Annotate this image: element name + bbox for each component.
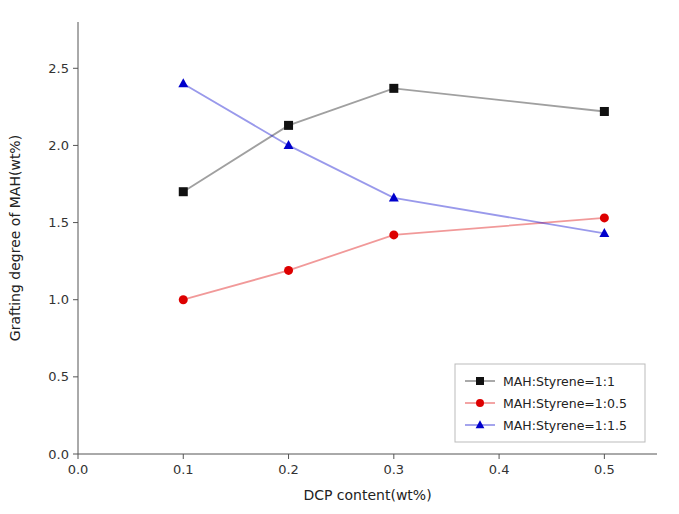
data-point — [600, 107, 609, 116]
data-point — [389, 84, 398, 93]
x-tick — [78, 454, 79, 459]
y-tick — [73, 145, 78, 146]
data-point — [284, 140, 294, 149]
x-axis-line — [78, 454, 657, 455]
legend-marker — [476, 377, 484, 385]
data-point — [179, 295, 188, 304]
y-tick — [73, 222, 78, 223]
y-tick — [73, 68, 78, 69]
y-axis-line — [78, 22, 79, 454]
data-point — [178, 78, 188, 87]
data-point — [179, 187, 188, 196]
chart: 0.0 0.1 0.2 0.3 0.4 0.5 0.0 0.5 1.0 1.5 2.0 2.5 DCP … — [0, 0, 679, 514]
y-tick — [73, 454, 78, 455]
legend-frame — [455, 364, 645, 442]
data-point — [389, 192, 399, 201]
data-point — [600, 213, 609, 222]
legend-entry: MAH:Styrene=1:1 — [503, 374, 615, 389]
axes: 0.0 0.1 0.2 0.3 0.4 0.5 0.0 0.5 1.0 1.5 2.0 2.5 — [48, 22, 657, 477]
y-tick-label: 2.5 — [48, 61, 69, 76]
y-tick-label: 1.5 — [48, 215, 69, 230]
data-point — [599, 228, 609, 237]
y-tick-label: 2.0 — [48, 138, 69, 153]
y-tick-label: 1.0 — [48, 292, 69, 307]
x-tick — [499, 454, 500, 459]
y-tick — [73, 299, 78, 300]
plot-area — [178, 78, 609, 304]
x-tick-label: 0.5 — [594, 462, 615, 477]
y-tick-label: 0.0 — [48, 447, 69, 462]
legend-entry: MAH:Styrene=1:0.5 — [503, 396, 627, 411]
x-axis-label: DCP content(wt%) — [303, 487, 431, 503]
x-tick — [604, 454, 605, 459]
legend-entry: MAH:Styrene=1:1.5 — [503, 418, 627, 433]
data-point — [284, 266, 293, 275]
legend: MAH:Styrene=1:1 MAH:Styrene=1:0.5 MAH:Styr… — [455, 364, 645, 442]
x-tick — [393, 454, 394, 459]
background — [0, 0, 679, 514]
series-line — [183, 218, 604, 300]
y-tick-label: 0.5 — [48, 369, 69, 384]
series-line — [183, 88, 604, 191]
x-tick-label: 0.1 — [173, 462, 194, 477]
data-point — [284, 121, 293, 130]
data-point — [389, 230, 398, 239]
legend-marker — [476, 399, 484, 407]
y-axis-label: Grafting degree of MAH(wt%) — [7, 135, 23, 341]
x-tick — [288, 454, 289, 459]
x-tick-label: 0.4 — [489, 462, 510, 477]
y-tick — [73, 376, 78, 377]
x-tick — [183, 454, 184, 459]
x-tick-label: 0.3 — [383, 462, 404, 477]
legend-marker — [476, 420, 485, 428]
x-tick-label: 0.0 — [68, 462, 89, 477]
x-tick-label: 0.2 — [278, 462, 299, 477]
series-line — [183, 84, 604, 234]
